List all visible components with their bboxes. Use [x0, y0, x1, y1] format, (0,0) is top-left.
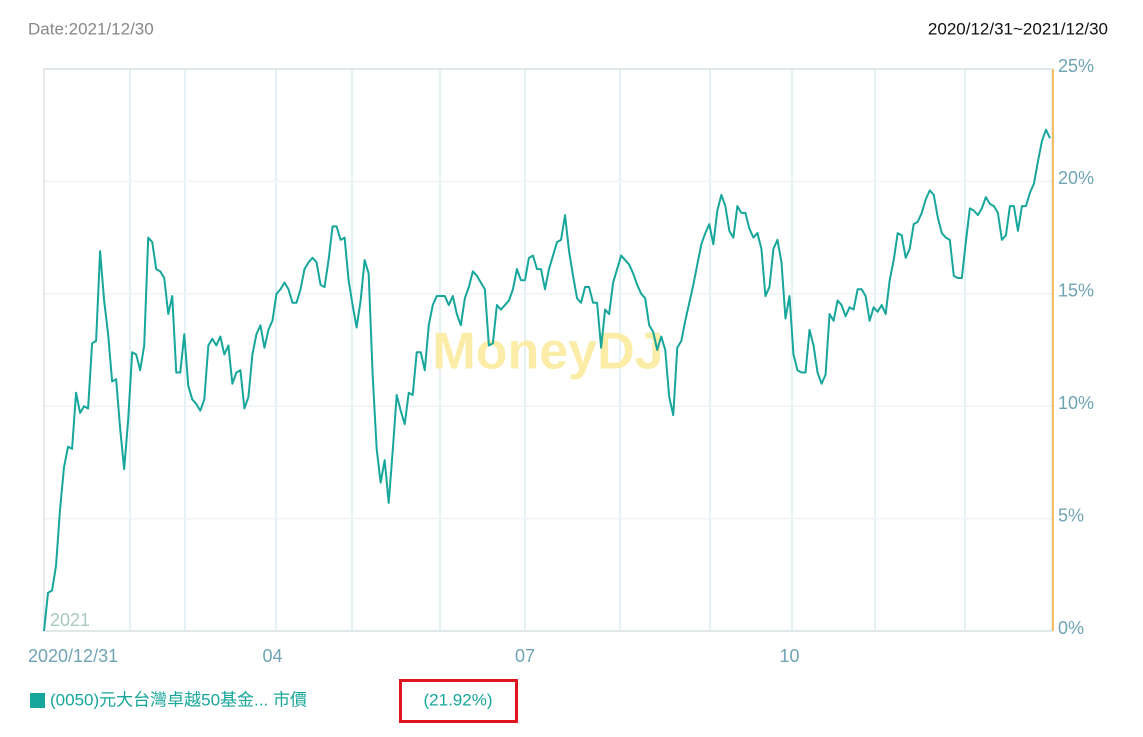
- x-tick-label: 10: [779, 646, 799, 666]
- y-tick-label: 5%: [1058, 505, 1084, 525]
- watermark: MoneyDJ: [432, 323, 663, 381]
- y-tick-label: 25%: [1058, 56, 1094, 76]
- year-label: 2021: [50, 610, 90, 630]
- x-tick-label: 07: [515, 646, 535, 666]
- legend-swatch: [30, 693, 45, 708]
- legend-value: (21.92%): [424, 690, 493, 709]
- x-tick-label: 04: [262, 646, 282, 666]
- vertical-grid: [129, 69, 966, 631]
- highlight-box: [399, 679, 518, 723]
- date-label: Date:2021/12/30: [28, 19, 154, 38]
- legend-label: (0050)元大台灣卓越50基金... 市價: [50, 690, 307, 709]
- y-tick-label: 10%: [1058, 393, 1094, 413]
- series-line: [43, 128, 1051, 632]
- y-tick-label: 15%: [1058, 281, 1094, 301]
- range-label: 2020/12/31~2021/12/30: [928, 19, 1108, 38]
- y-tick-label: 0%: [1058, 618, 1084, 638]
- x-tick-label: 2020/12/31: [28, 646, 118, 666]
- y-tick-label: 20%: [1058, 168, 1094, 188]
